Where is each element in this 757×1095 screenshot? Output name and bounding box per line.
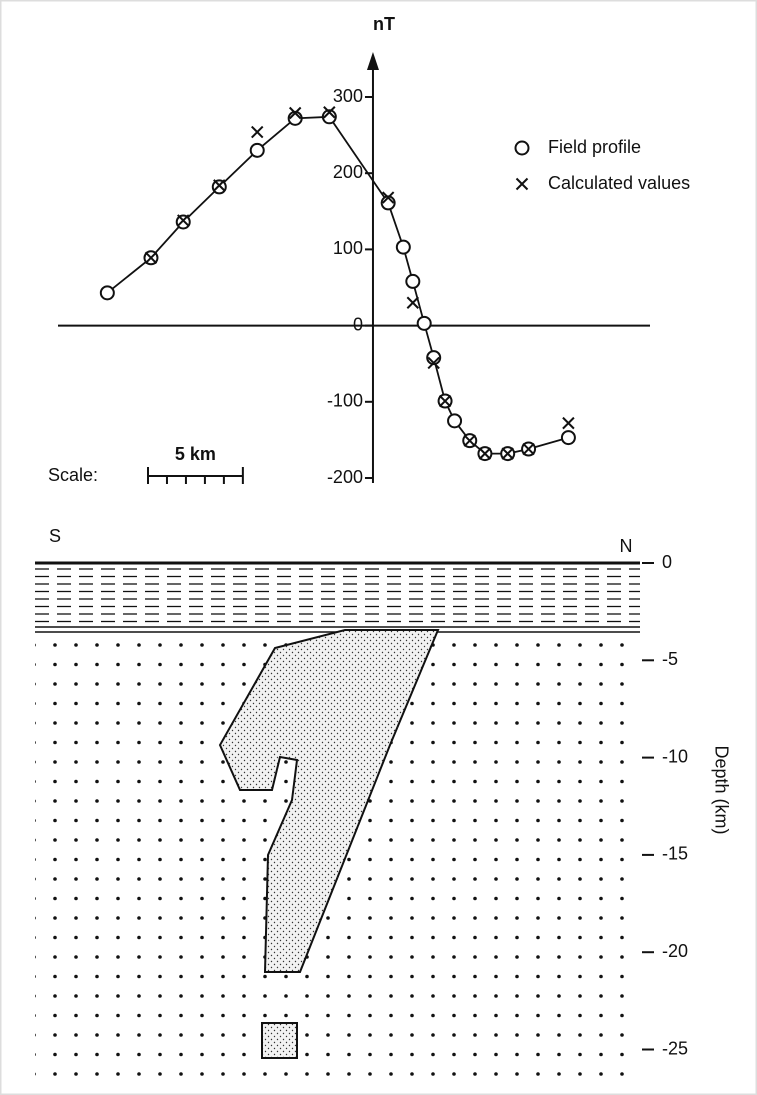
y-tick-label: 200 [333, 162, 363, 182]
depth-tick-label: -20 [662, 941, 688, 961]
left-label: S [49, 526, 61, 546]
marker-circle [448, 414, 461, 427]
small-body [262, 1023, 297, 1058]
y-tick-label: 0 [353, 314, 363, 334]
y-tick-label: 100 [333, 238, 363, 258]
sediment-layer [35, 566, 640, 626]
figure: nT3002001000-100-200Field profileCalcula… [0, 0, 757, 1095]
depth-tick-label: -10 [662, 746, 688, 766]
marker-circle [562, 431, 575, 444]
scale-length-label: 5 km [175, 444, 216, 464]
marker-circle [397, 241, 410, 254]
y-tick-label: -100 [327, 391, 363, 411]
legend-label: Calculated values [548, 173, 690, 193]
depth-tick-label: -25 [662, 1038, 688, 1058]
marker-circle [101, 286, 114, 299]
marker-circle [418, 317, 431, 330]
marker-circle [213, 180, 226, 193]
depth-axis-title: Depth (km) [711, 745, 731, 834]
marker-circle [177, 215, 190, 228]
marker-circle [516, 142, 529, 155]
depth-tick-label: -15 [662, 844, 688, 864]
marker-circle [251, 144, 264, 157]
y-tick-label: -200 [327, 467, 363, 487]
marker-circle [406, 275, 419, 288]
y-axis-title: nT [373, 14, 395, 34]
y-tick-label: 300 [333, 86, 363, 106]
right-label: N [620, 536, 633, 556]
cross-section [35, 563, 640, 1079]
depth-tick-label: -5 [662, 649, 678, 669]
scale-label: Scale: [48, 465, 98, 485]
depth-tick-label: 0 [662, 552, 672, 572]
legend-label: Field profile [548, 137, 641, 157]
